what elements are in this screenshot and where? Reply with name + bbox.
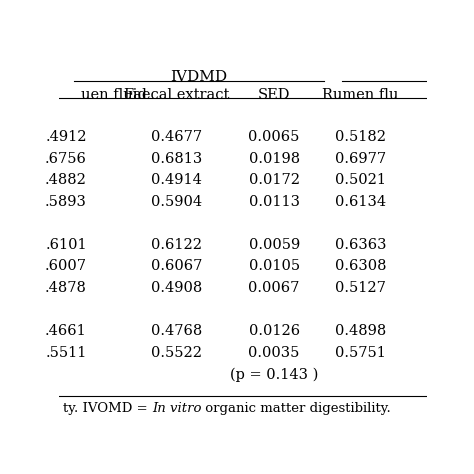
Text: 0.6134: 0.6134 [335,195,386,209]
Text: 0.0113: 0.0113 [249,195,300,209]
Text: 0.0198: 0.0198 [248,152,300,166]
Text: 0.0059: 0.0059 [248,238,300,252]
Text: 0.4677: 0.4677 [151,130,202,144]
Text: (p = 0.143 ): (p = 0.143 ) [230,367,319,382]
Text: .4912: .4912 [46,130,87,144]
Text: .4882: .4882 [45,173,87,187]
Text: .5893: .5893 [45,195,87,209]
Text: 0.6308: 0.6308 [335,259,386,273]
Text: 0.6813: 0.6813 [151,152,202,166]
Text: .4661: .4661 [45,324,87,338]
Text: .4878: .4878 [45,281,87,295]
Text: 0.6363: 0.6363 [335,238,386,252]
Text: .6756: .6756 [45,152,87,166]
Text: In vitro: In vitro [152,402,201,415]
Text: 0.5751: 0.5751 [335,346,386,360]
Text: organic matter digestibility.: organic matter digestibility. [201,402,391,415]
Text: 0.6067: 0.6067 [151,259,202,273]
Text: .6101: .6101 [45,238,87,252]
Text: 0.5127: 0.5127 [335,281,386,295]
Text: IVDMD: IVDMD [170,70,228,83]
Text: 0.5182: 0.5182 [335,130,386,144]
Text: .6007: .6007 [45,259,87,273]
Text: 0.5522: 0.5522 [151,346,202,360]
Text: Rumen flu: Rumen flu [322,88,399,102]
Text: 0.4908: 0.4908 [151,281,202,295]
Text: 0.4898: 0.4898 [335,324,386,338]
Text: 0.0065: 0.0065 [248,130,300,144]
Text: 0.5904: 0.5904 [151,195,202,209]
Text: 0.0105: 0.0105 [248,259,300,273]
Text: 0.0035: 0.0035 [248,346,300,360]
Text: 0.0067: 0.0067 [248,281,300,295]
Text: 0.0172: 0.0172 [249,173,300,187]
Text: ty. IVOMD =: ty. IVOMD = [63,402,152,415]
Text: 0.4914: 0.4914 [151,173,202,187]
Text: .5511: .5511 [46,346,87,360]
Text: 0.4768: 0.4768 [151,324,202,338]
Text: 0.5021: 0.5021 [335,173,386,187]
Text: SED: SED [258,88,291,102]
Text: 0.6122: 0.6122 [151,238,202,252]
Text: 0.6977: 0.6977 [335,152,386,166]
Text: Faecal extract: Faecal extract [124,88,229,102]
Text: 0.0126: 0.0126 [248,324,300,338]
Text: uen fluid: uen fluid [82,88,147,102]
